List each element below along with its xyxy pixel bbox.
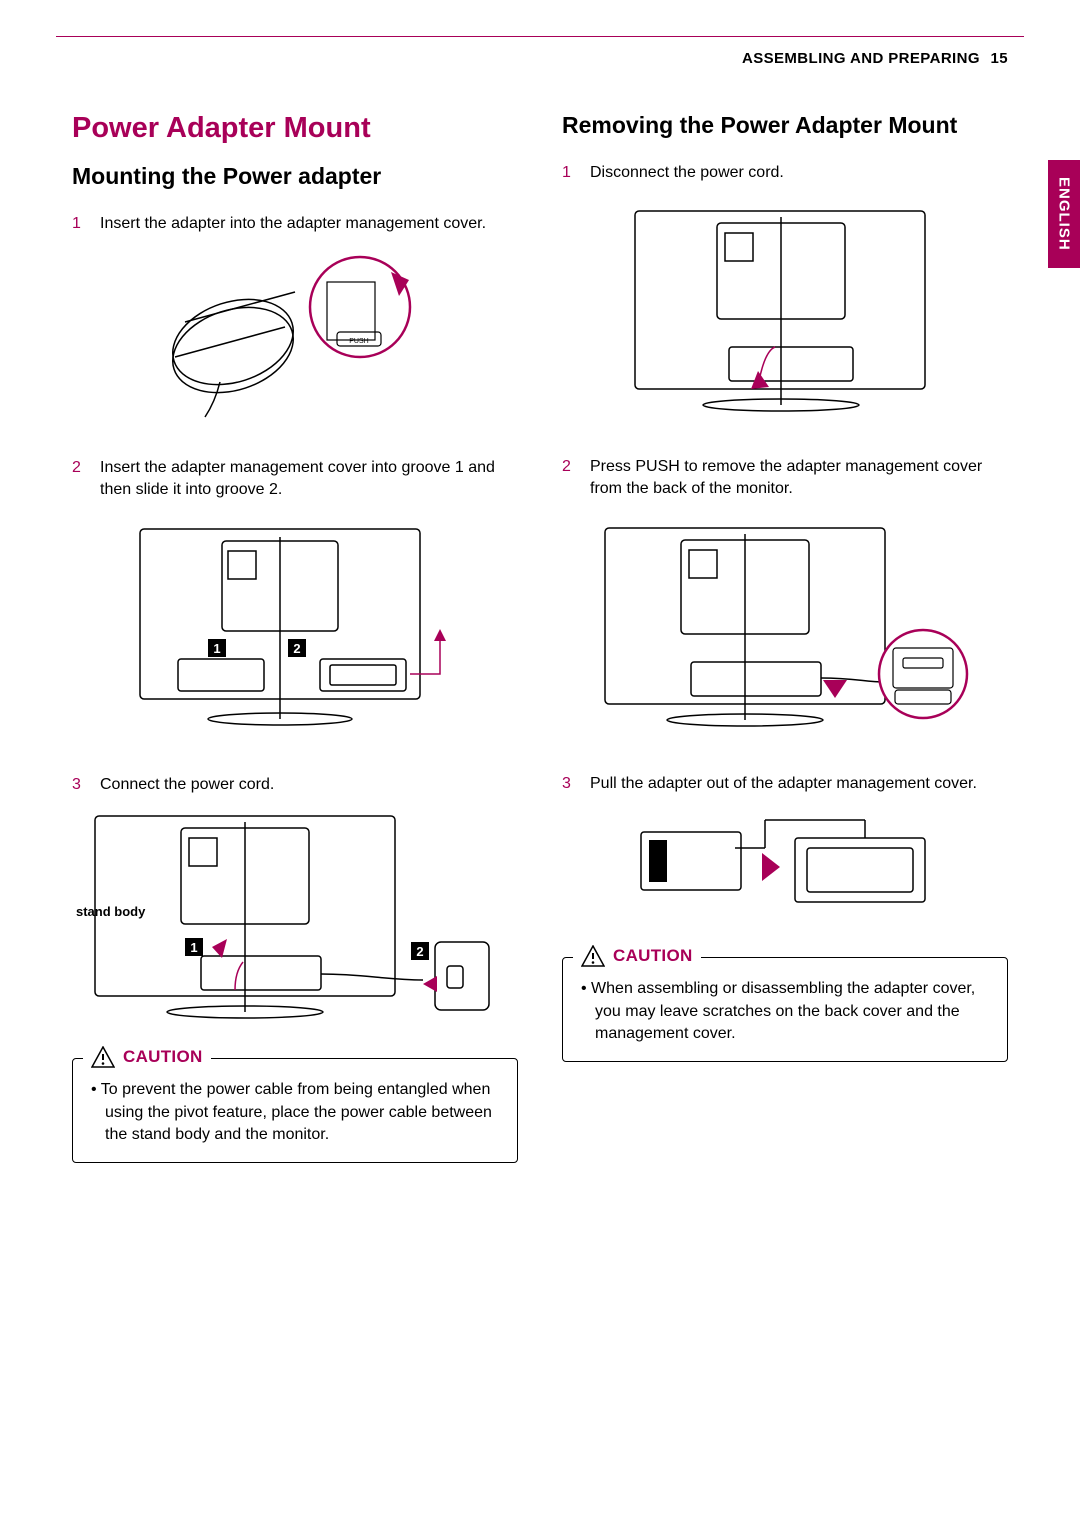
caution-header: CAUTION [573, 945, 701, 967]
groove-slide-diagram: 1 2 [130, 519, 460, 739]
step-text: Pull the adapter out of the adapter mana… [590, 773, 977, 795]
svg-text:1: 1 [213, 641, 220, 656]
right-step-1: 1 Disconnect the power cord. [562, 162, 1008, 184]
press-push-diagram [595, 518, 975, 738]
content-columns: Power Adapter Mount Mounting the Power a… [72, 112, 1008, 1163]
svg-text:PUSH: PUSH [349, 338, 368, 345]
step-number: 2 [72, 457, 88, 502]
header-page: 15 [991, 50, 1009, 67]
right-step-3: 3 Pull the adapter out of the adapter ma… [562, 773, 1008, 795]
right-step-2: 2 Press PUSH to remove the adapter manag… [562, 456, 1008, 501]
step-number: 2 [562, 456, 578, 501]
step-text: Disconnect the power cord. [590, 162, 784, 184]
stand-body-label: stand body [76, 904, 145, 919]
main-title: Power Adapter Mount [72, 112, 518, 145]
svg-text:1: 1 [190, 940, 197, 955]
running-header: ASSEMBLING AND PREPARING 15 [742, 50, 1008, 67]
language-tab: ENGLISH [1048, 160, 1080, 268]
step-number: 3 [72, 774, 88, 796]
left-step-2: 2 Insert the adapter management cover in… [72, 457, 518, 502]
right-column: Removing the Power Adapter Mount 1 Disco… [562, 112, 1008, 1163]
warning-icon [581, 945, 605, 967]
figure-press-push [562, 513, 1008, 743]
header-section: ASSEMBLING AND PREPARING [742, 50, 980, 67]
step-number: 3 [562, 773, 578, 795]
caution-text: To prevent the power cable from being en… [105, 1079, 501, 1146]
pull-adapter-diagram [635, 812, 935, 922]
step-text: Insert the adapter management cover into… [100, 457, 518, 502]
right-subtitle: Removing the Power Adapter Mount [562, 112, 1008, 140]
adapter-insert-diagram: PUSH [165, 252, 425, 422]
caution-label: CAUTION [123, 1047, 203, 1067]
svg-text:2: 2 [416, 944, 423, 959]
connect-cord-diagram: 1 2 [85, 812, 505, 1024]
left-caution-box: CAUTION To prevent the power cable from … [72, 1058, 518, 1163]
left-step-1: 1 Insert the adapter into the adapter ma… [72, 213, 518, 235]
disconnect-diagram [625, 201, 945, 421]
figure-groove-slide: 1 2 [72, 514, 518, 744]
caution-label: CAUTION [613, 946, 693, 966]
figure-adapter-insert: PUSH [72, 247, 518, 427]
caution-header: CAUTION [83, 1046, 211, 1068]
step-number: 1 [562, 162, 578, 184]
language-tab-label: ENGLISH [1056, 177, 1073, 251]
step-number: 1 [72, 213, 88, 235]
step-text: Insert the adapter into the adapter mana… [100, 213, 486, 235]
left-column: Power Adapter Mount Mounting the Power a… [72, 112, 518, 1163]
step-text: Connect the power cord. [100, 774, 274, 796]
left-subtitle: Mounting the Power adapter [72, 163, 518, 191]
page-top-rule [56, 36, 1024, 37]
step-text: Press PUSH to remove the adapter managem… [590, 456, 1008, 501]
figure-pull-adapter [562, 807, 1008, 927]
warning-icon [91, 1046, 115, 1068]
left-step-3: 3 Connect the power cord. [72, 774, 518, 796]
svg-text:2: 2 [293, 641, 300, 656]
caution-text: When assembling or disassembling the ada… [595, 978, 991, 1045]
figure-disconnect-cord [562, 196, 1008, 426]
figure-connect-cord: 1 2 stand body [72, 808, 518, 1028]
right-caution-box: CAUTION When assembling or disassembling… [562, 957, 1008, 1062]
